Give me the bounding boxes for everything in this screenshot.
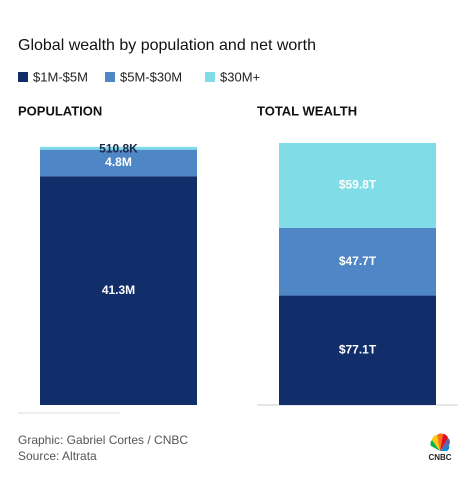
logo-icon <box>430 433 450 451</box>
legend-label: $5M-$30M <box>120 69 182 84</box>
credit: Graphic: Gabriel Cortes / CNBC <box>18 433 188 447</box>
bar-segment <box>279 227 436 296</box>
legend-swatch <box>18 72 28 82</box>
chart-title: Global wealth by population and net wort… <box>18 37 316 54</box>
value-label: 4.8M <box>105 155 132 169</box>
bar-segment <box>40 176 197 405</box>
bar-segment <box>279 295 436 405</box>
bar-segment <box>279 143 436 228</box>
bar-segment <box>40 149 197 177</box>
legend-swatch <box>105 72 115 82</box>
value-label: 41.3M <box>102 283 135 297</box>
value-label: 510.8K <box>99 141 138 155</box>
legend-label: $1M-$5M <box>33 69 88 84</box>
legend-label: $30M+ <box>220 69 260 84</box>
source: Source: Altrata <box>18 449 97 463</box>
legend-swatch <box>205 72 215 82</box>
panel-title: TOTAL WEALTH <box>257 103 357 118</box>
value-label: $77.1T <box>339 342 377 356</box>
bar-segment <box>40 146 197 150</box>
panel-title: POPULATION <box>18 103 102 118</box>
logo: CNBC <box>428 453 451 462</box>
value-label: $59.8T <box>339 178 377 192</box>
value-label: $47.7T <box>339 254 377 268</box>
